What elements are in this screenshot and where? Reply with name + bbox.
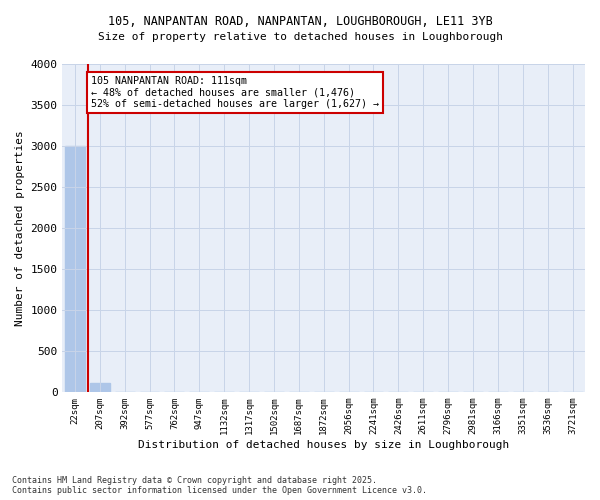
X-axis label: Distribution of detached houses by size in Loughborough: Distribution of detached houses by size … [138, 440, 509, 450]
Bar [65, 146, 85, 392]
Y-axis label: Number of detached properties: Number of detached properties [15, 130, 25, 326]
Text: 105 NANPANTAN ROAD: 111sqm
← 48% of detached houses are smaller (1,476)
52% of s: 105 NANPANTAN ROAD: 111sqm ← 48% of deta… [91, 76, 379, 110]
Text: Size of property relative to detached houses in Loughborough: Size of property relative to detached ho… [97, 32, 503, 42]
Text: 105, NANPANTAN ROAD, NANPANTAN, LOUGHBOROUGH, LE11 3YB: 105, NANPANTAN ROAD, NANPANTAN, LOUGHBOR… [107, 15, 493, 28]
Bar [90, 383, 110, 392]
Text: Contains HM Land Registry data © Crown copyright and database right 2025.
Contai: Contains HM Land Registry data © Crown c… [12, 476, 427, 495]
